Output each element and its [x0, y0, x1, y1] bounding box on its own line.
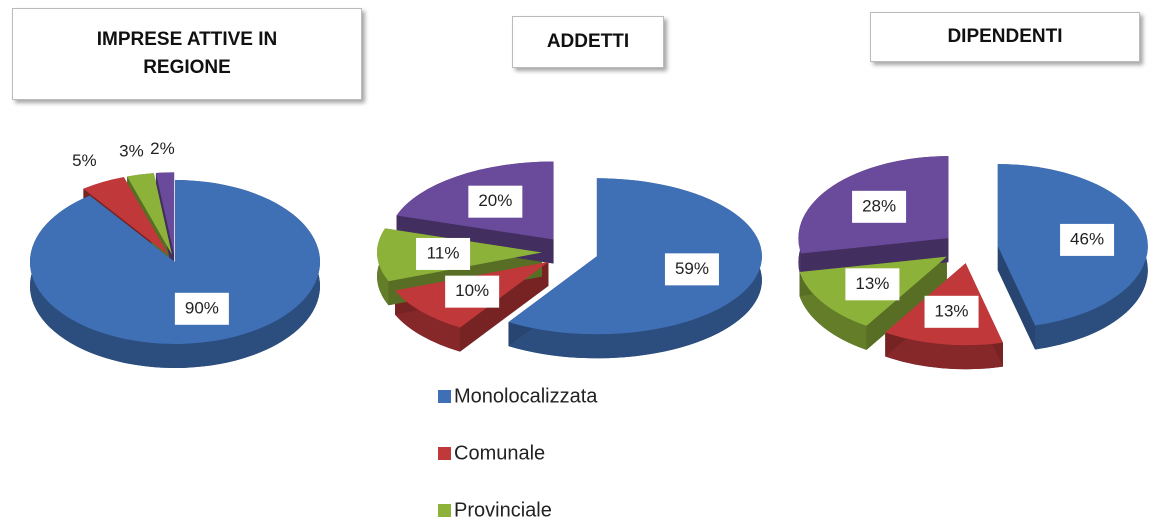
- data-label: 5%: [72, 151, 97, 170]
- pie-slice: [83, 177, 169, 256]
- pie-slice-wall: [997, 246, 1036, 350]
- pie-slice: [155, 172, 175, 255]
- legend-label: Comunale: [454, 442, 545, 464]
- data-label-box: [1060, 223, 1115, 256]
- pie-slice: [127, 173, 172, 255]
- data-label-box: [445, 275, 500, 308]
- legend-label: Monolocalizzata: [454, 385, 598, 407]
- legend-swatch: [438, 390, 451, 403]
- pie-slice-wall: [801, 238, 949, 278]
- chart-title: ADDETTI: [512, 16, 664, 68]
- legend-swatch: [438, 504, 451, 517]
- data-label: 13%: [855, 274, 889, 293]
- data-label-box: [416, 237, 471, 270]
- pie-slice-edge: [799, 272, 867, 350]
- data-label: 2%: [150, 139, 175, 158]
- legend-label: Provinciale: [454, 499, 552, 517]
- data-label-box: [852, 190, 907, 223]
- data-label: 20%: [478, 191, 512, 210]
- data-label-box: [924, 295, 979, 328]
- legend-swatch: [438, 447, 451, 460]
- data-label-box: [845, 268, 900, 301]
- chart-title: DIPENDENTI: [870, 12, 1140, 62]
- chart-title: IMPRESE ATTIVE IN REGIONE: [12, 8, 362, 100]
- data-label: 10%: [455, 281, 489, 300]
- data-label-box: [174, 292, 229, 325]
- data-label: 46%: [1070, 229, 1104, 248]
- data-label: 3%: [119, 142, 144, 161]
- pie-slice-edge: [885, 332, 1003, 370]
- data-label-box: [468, 185, 523, 218]
- pie-slice-edge: [508, 178, 762, 359]
- data-label: 13%: [935, 301, 969, 320]
- data-label: 90%: [185, 298, 219, 317]
- pie-slice: [508, 178, 762, 335]
- data-label: 59%: [675, 259, 709, 278]
- data-label-box: [664, 253, 719, 286]
- data-label: 11%: [427, 243, 460, 262]
- data-label: 28%: [862, 196, 896, 215]
- pie-slice: [30, 179, 321, 344]
